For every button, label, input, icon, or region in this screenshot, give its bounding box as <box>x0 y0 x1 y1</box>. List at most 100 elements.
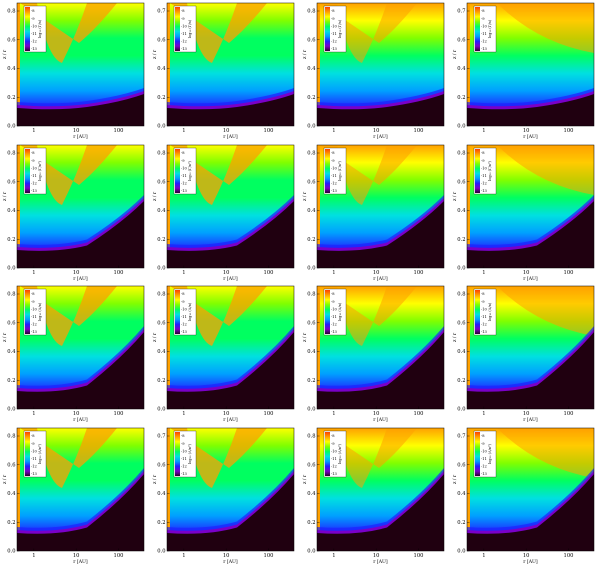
colorbar-tick-label: -8 <box>481 9 485 13</box>
colorbar-tick-label: -8 <box>481 434 485 438</box>
x-axis-label: r [AU] <box>223 134 238 140</box>
inner-edge-band <box>317 286 320 409</box>
colorbar-gradient <box>25 7 30 51</box>
dark-wedge <box>167 332 294 409</box>
hot-region <box>320 286 417 346</box>
x-axis-label: r [AU] <box>523 276 538 282</box>
x-tick-label: 1 <box>482 553 485 559</box>
inner-edge-band <box>17 286 20 409</box>
x-tick-label: 100 <box>114 128 124 134</box>
colorbar-label: log₁₀ (Λ/n) <box>338 302 342 321</box>
heatmap-svg: 1 10 100 r [AU] 0.7 0.6 0.4 0.2 0.0 z / r -8 -9 -10 -… <box>152 427 295 565</box>
colorbar-tick-label: -8 <box>31 151 35 155</box>
colorbar-tick-label: -12 <box>481 181 487 185</box>
x-tick-label: 10 <box>223 128 230 134</box>
panel-r4-c2: 1 10 100 r [AU] 0.7 0.6 0.4 0.2 0.0 z / r -8 -9 -10 -… <box>150 425 300 566</box>
colorbar-tick-label: -9 <box>481 300 485 304</box>
x-tick-label: 100 <box>114 270 124 276</box>
y-tick-label: 0.4 <box>157 349 166 355</box>
colorbar-tick-label: -12 <box>181 40 187 44</box>
x-tick-label: 10 <box>73 411 80 417</box>
y-tick-label: 0.4 <box>307 349 316 355</box>
hot-region <box>320 3 417 63</box>
y-tick-label: 0.8 <box>7 150 15 156</box>
colorbar-tick-label: -11 <box>481 174 487 178</box>
colorbar-gradient <box>175 290 180 334</box>
heatmap-svg: 1 10 100 r [AU] 0.7 0.6 0.4 0.2 0.0 z / r -8 -9 -10 -… <box>452 427 595 565</box>
colorbar-tick-label: -8 <box>31 292 35 296</box>
x-tick-label: 100 <box>264 270 274 276</box>
y-axis-label: z / r <box>452 332 458 342</box>
y-axis-label: z / r <box>302 191 308 201</box>
heatmap-svg: 1 10 100 r [AU] 0.8 0.6 0.4 0.2 0.0 z / r -8 -9 -10 -… <box>2 2 145 140</box>
colorbar-tick-label: -12 <box>331 323 337 327</box>
x-tick-label: 10 <box>73 128 80 134</box>
y-tick-label: 0.2 <box>7 95 15 101</box>
y-tick-label: 0.2 <box>7 236 15 242</box>
panel-r1-c4: 1 10 100 r [AU] 0.7 0.6 0.4 0.2 0.0 z / r -8 -9 -10 -… <box>450 0 600 142</box>
colorbar-tick-label: -8 <box>181 292 185 296</box>
y-tick-label: 0.2 <box>307 519 315 525</box>
y-axis-label: z / r <box>152 474 158 484</box>
colorbar-tick-label: -11 <box>31 457 37 461</box>
hot-region <box>497 427 594 478</box>
y-tick-label: 0.0 <box>157 548 165 554</box>
colorbar-tick-label: -8 <box>481 292 485 296</box>
colorbar-tick-label: -11 <box>331 315 337 319</box>
colorbar-tick-label: -9 <box>331 300 335 304</box>
y-tick-label: 0.6 <box>157 462 165 468</box>
x-axis-label: r [AU] <box>373 134 388 140</box>
y-axis-label: z / r <box>452 191 458 201</box>
dark-wedge <box>317 473 444 551</box>
colorbar-tick-label: -9 <box>181 158 185 162</box>
colorbar-tick-label: -11 <box>481 32 487 36</box>
inner-edge-band <box>317 3 320 126</box>
hot-region <box>170 286 267 346</box>
y-tick-label: 0.4 <box>7 208 16 214</box>
colorbar-tick-label: -10 <box>331 24 338 28</box>
y-tick-label: 0.2 <box>157 378 165 384</box>
panel-r1-c3: 1 10 100 r [AU] 0.8 0.6 0.4 0.2 0.0 z / r -8 -9 -10 -… <box>300 0 450 142</box>
colorbar-gradient <box>475 148 480 193</box>
y-tick-label: 0.0 <box>457 265 465 271</box>
y-tick-label: 0.8 <box>457 292 465 298</box>
y-tick-label: 0.6 <box>157 179 165 185</box>
plot-frame <box>466 2 595 127</box>
x-axis-label: r [AU] <box>523 559 538 565</box>
y-tick-label: 0.6 <box>157 37 165 43</box>
x-tick-label: 100 <box>264 128 274 134</box>
x-tick-label: 100 <box>564 270 574 276</box>
colorbar-gradient <box>325 431 330 476</box>
y-tick-label: 0.4 <box>457 349 466 355</box>
colorbar-tick-label: -10 <box>331 307 338 311</box>
colorbar-tick-label: -10 <box>181 449 188 453</box>
plot-frame <box>316 2 445 127</box>
colorbar-tick-label: -10 <box>481 307 488 311</box>
colorbar-gradient <box>325 290 330 334</box>
colorbar-tick-label: -12 <box>31 40 37 44</box>
colorbar-tick-label: -12 <box>331 464 337 468</box>
colorbar-tick-label: -12 <box>181 323 187 327</box>
colorbar-label: log₁₀ (Γ/n²) <box>338 160 342 180</box>
y-tick-label: 0.2 <box>457 519 465 525</box>
colorbar-tick-label: -9 <box>181 300 185 304</box>
dark-wedge <box>17 473 144 551</box>
colorbar-tick-label: -13 <box>31 472 38 476</box>
y-tick-label: 0.4 <box>157 491 166 497</box>
y-axis-label: z / r <box>2 49 8 59</box>
colorbar-tick-label: -13 <box>31 189 38 193</box>
colorbar-tick-label: -8 <box>331 9 335 13</box>
x-tick-label: 100 <box>114 553 124 559</box>
inner-edge-band <box>167 286 170 409</box>
dark-wedge <box>167 200 294 268</box>
y-tick-label: 0.2 <box>457 95 465 101</box>
inner-edge-band <box>467 144 470 268</box>
colorbar-label: log₁₀ (Γ/n²) <box>188 160 192 180</box>
y-axis-label: z / r <box>302 49 308 59</box>
colorbar-tick-label: -10 <box>181 307 188 311</box>
hot-region <box>497 144 594 195</box>
colorbar-label: log₁₀ (Λ/n) <box>188 302 192 321</box>
heatmap-svg: 1 10 100 r [AU] 0.8 0.6 0.4 0.2 0.0 z / r -8 -9 -10 -… <box>2 285 145 423</box>
colorbar-tick-label: -10 <box>31 449 38 453</box>
plot-frame <box>316 427 445 551</box>
